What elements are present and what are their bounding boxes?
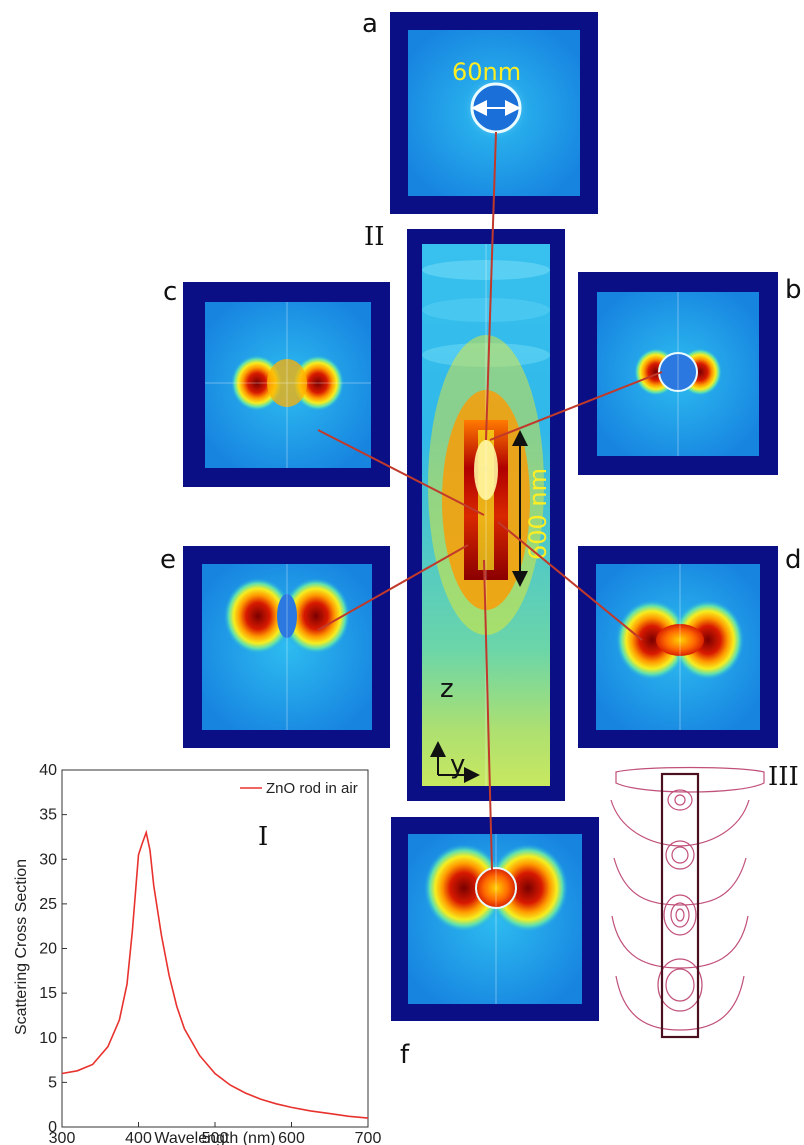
panel-b-field-map	[578, 272, 778, 475]
x-tick-label: 400	[125, 1130, 152, 1145]
panel-label-iii: III	[768, 762, 799, 792]
chart-panel-label: I	[258, 822, 268, 852]
axis-z-label: z	[440, 674, 454, 704]
scattering-spectrum-chart: 300 400 500 600 700 0 5 10 15 20 25 30 35 40 ZnO rod …	[13, 762, 381, 1145]
panel-label-a: a	[362, 9, 378, 39]
x-tick-label: 300	[49, 1130, 76, 1145]
connector-lines	[317, 131, 663, 871]
y-tick-label: 25	[39, 896, 57, 913]
connector-f	[483, 559, 493, 871]
panel-iii-contour-diagram	[610, 766, 765, 1039]
connector-a	[485, 131, 497, 441]
axis-y-label: y	[450, 750, 465, 780]
panel-label-b: b	[785, 275, 802, 305]
connector-e	[317, 544, 469, 631]
y-tick-label: 40	[39, 762, 57, 779]
panel-label-e: e	[160, 545, 176, 575]
diameter-label: 60nm	[452, 58, 521, 86]
y-tick-label: 10	[39, 1030, 57, 1047]
y-tick-label: 35	[39, 807, 57, 824]
panel-label-ii: II	[364, 222, 385, 252]
panel-e-field-map	[183, 546, 390, 748]
length-label: 600 nm	[524, 468, 552, 560]
panel-label-d: d	[785, 545, 802, 575]
series-line-zno	[61, 829, 369, 1119]
x-tick-label: 600	[278, 1130, 305, 1145]
panel-label-c: c	[163, 277, 177, 307]
panel-label-f: f	[400, 1040, 410, 1070]
connector-d	[497, 521, 643, 641]
y-tick-label: 30	[39, 851, 57, 868]
panel-f-field-map	[391, 817, 599, 1021]
panel-ii-rod-field-map: 600 nm z y	[407, 229, 565, 801]
connector-c	[317, 429, 485, 516]
panel-c-field-map	[183, 282, 390, 487]
panel-d-field-map	[578, 546, 778, 748]
legend-label: ZnO rod in air	[266, 780, 358, 797]
x-tick-label: 500	[202, 1130, 229, 1145]
y-tick-label: 5	[48, 1074, 57, 1091]
x-axis-label: Wavelength (nm)	[154, 1130, 275, 1145]
legend: ZnO rod in air	[240, 780, 358, 797]
x-tick-label: 700	[355, 1130, 382, 1145]
y-tick-label: 20	[39, 941, 57, 958]
y-tick-label: 0	[48, 1119, 57, 1136]
panel-a-field-map: 60nm	[390, 12, 598, 214]
y-tick-label: 15	[39, 985, 57, 1002]
connector-b	[489, 371, 663, 441]
y-axis-label: Scattering Cross Section	[13, 859, 30, 1035]
